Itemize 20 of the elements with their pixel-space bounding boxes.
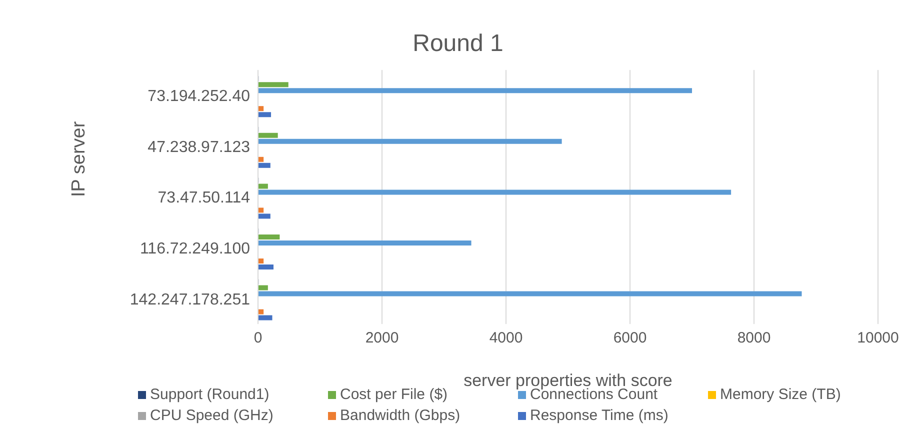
x-tick-label: 0 [254, 330, 262, 347]
y-tick-label: 142.247.178.251 [130, 291, 250, 308]
x-tick-label: 8000 [737, 330, 771, 347]
y-tick-label: 73.47.50.114 [158, 190, 250, 207]
x-tick-label: 4000 [489, 330, 523, 347]
chart-title: Round 1 [412, 29, 504, 59]
legend-label: CPU Speed (GHz) [150, 407, 274, 424]
y-tick-label: 73.194.252.40 [148, 88, 250, 106]
x-tick-label: 10000 [857, 330, 899, 347]
y-tick-label: 47.238.97.123 [148, 138, 250, 156]
x-tick-label: 6000 [613, 330, 647, 347]
legend-label: Support (Round1) [150, 386, 270, 403]
y-axis-title: IP server [68, 120, 90, 197]
legend-label: Memory Size (TB) [720, 386, 841, 403]
legend-label: Bandwidth (Gbps) [340, 407, 460, 424]
x-tick-label: 2000 [365, 330, 399, 347]
legend-label: Response Time (ms) [530, 407, 668, 424]
y-tick-label: 116.72.249.100 [140, 240, 250, 258]
x-axis-title: server properties with score [464, 371, 672, 390]
legend-label: Cost per File ($) [340, 386, 448, 403]
